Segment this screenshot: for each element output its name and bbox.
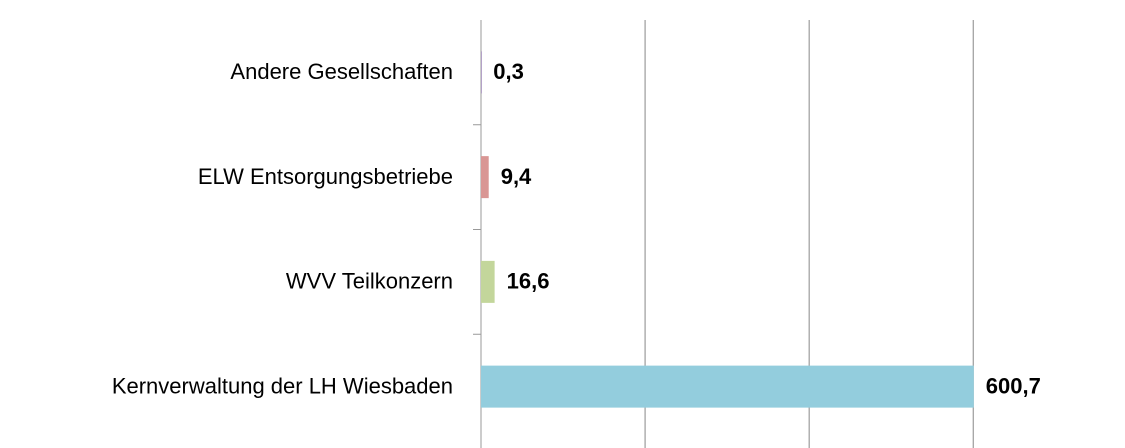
bar <box>481 51 482 94</box>
value-label: 9,4 <box>501 164 532 189</box>
bar <box>481 156 489 199</box>
category-label: WVV Teilkonzern <box>286 269 453 294</box>
category-label: ELW Entsorgungsbetriebe <box>198 164 453 189</box>
category-label: Andere Gesellschaften <box>230 59 453 84</box>
bar <box>481 365 974 408</box>
value-label: 600,7 <box>986 373 1041 398</box>
value-label: 0,3 <box>493 59 524 84</box>
bar <box>481 260 495 303</box>
category-label: Kernverwaltung der LH Wiesbaden <box>112 373 453 398</box>
value-label: 16,6 <box>507 269 550 294</box>
